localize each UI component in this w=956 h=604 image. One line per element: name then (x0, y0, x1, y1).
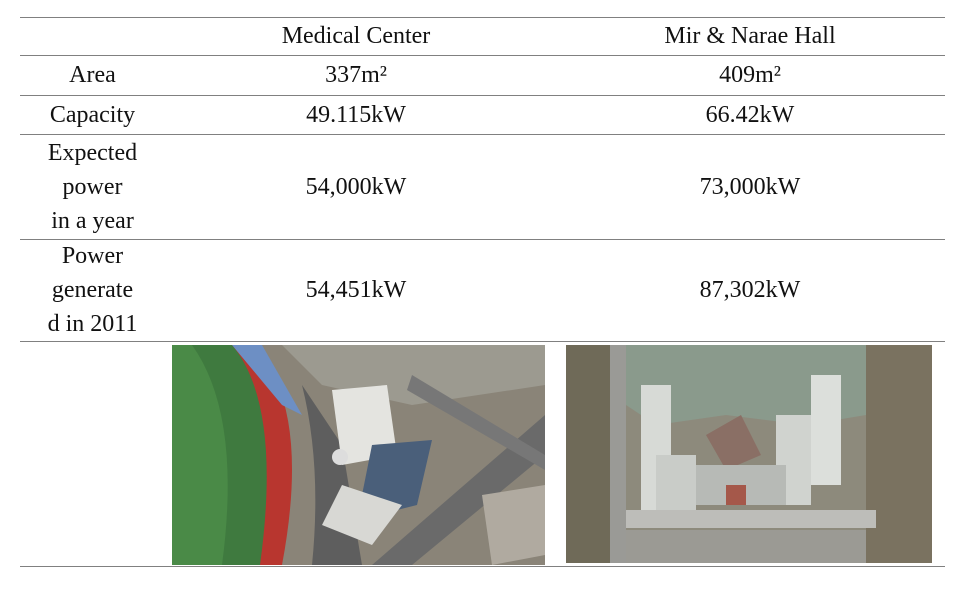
value-cell: 49.115kW (165, 95, 547, 134)
value-text: 54,000kW (305, 173, 407, 200)
row-label: Area (20, 55, 165, 95)
rule (20, 134, 945, 135)
rule (20, 341, 945, 342)
header-text: Mir & Narae Hall (664, 23, 836, 49)
label-line: in a year (51, 207, 134, 234)
value-cell: 66.42kW (555, 95, 945, 134)
aerial-photo (172, 345, 545, 565)
label-line: Area (69, 62, 116, 88)
value-text: 66.42kW (705, 101, 795, 128)
label-line: power (62, 173, 123, 200)
rule (20, 55, 945, 56)
aerial-photo (566, 345, 932, 563)
header-cell: Mir & Narae Hall (555, 17, 945, 55)
value-text: 49.115kW (306, 101, 406, 128)
value-text: 73,000kW (699, 173, 801, 200)
value-cell: 54,451kW (165, 239, 547, 341)
label-line: d in 2011 (47, 311, 138, 337)
value-text: 337m² (325, 62, 387, 88)
row-label: Expected power in a year (20, 134, 165, 239)
rule (20, 17, 945, 18)
header-cell: Medical Center (165, 17, 547, 55)
rule (20, 239, 945, 240)
value-cell: 73,000kW (555, 134, 945, 239)
label-line: Expected (47, 139, 138, 166)
value-cell: 409m² (555, 55, 945, 95)
value-cell: 337m² (165, 55, 547, 95)
value-cell: 54,000kW (165, 134, 547, 239)
value-text: 409m² (719, 62, 781, 88)
label-line: Power (61, 243, 124, 269)
rule (20, 95, 945, 96)
value-text: 87,302kW (699, 277, 801, 303)
value-cell: 87,302kW (555, 239, 945, 341)
rule (20, 566, 945, 567)
label-line: generate (51, 277, 134, 303)
row-label: Capacity (20, 95, 165, 134)
row-label: Power generate d in 2011 (20, 239, 165, 341)
value-text: 54,451kW (305, 277, 407, 303)
header-text: Medical Center (281, 23, 431, 49)
label-line: Capacity (49, 101, 136, 128)
